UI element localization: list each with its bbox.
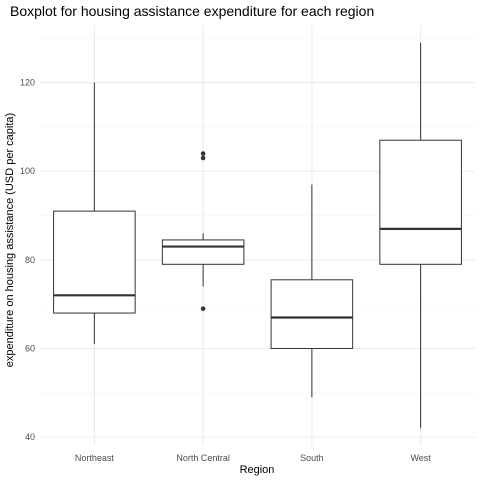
box-iqr: [379, 139, 462, 265]
box-series: [53, 42, 462, 429]
outlier-point: [200, 151, 206, 156]
y-tick-label: 80: [25, 255, 35, 265]
outlier-point: [200, 306, 206, 311]
y-tick-label: 120: [20, 78, 35, 88]
box-north-central: [161, 151, 245, 311]
box-northeast: [53, 82, 136, 345]
y-axis-title: expenditure on housing assistance (USD p…: [4, 113, 16, 367]
chart-title: Boxplot for housing assistance expenditu…: [10, 3, 374, 19]
x-tick-label: North Central: [176, 453, 230, 463]
y-tick-label: 60: [25, 344, 35, 354]
x-tick-label: West: [410, 453, 431, 463]
box-iqr: [53, 210, 136, 314]
outlier-point: [200, 155, 206, 161]
x-tick-label: Northeast: [75, 453, 115, 463]
y-tick-labels: 40 60 80 100 120: [20, 78, 35, 443]
y-tick-label: 40: [25, 432, 35, 442]
x-tick-labels: Northeast North Central South West: [75, 453, 431, 463]
box-iqr: [270, 279, 354, 350]
box-west: [379, 42, 462, 429]
box-south: [270, 184, 354, 398]
box-iqr: [161, 239, 245, 265]
x-tick-label: South: [300, 453, 324, 463]
y-tick-label: 100: [20, 166, 35, 176]
x-axis-title: Region: [240, 464, 275, 476]
